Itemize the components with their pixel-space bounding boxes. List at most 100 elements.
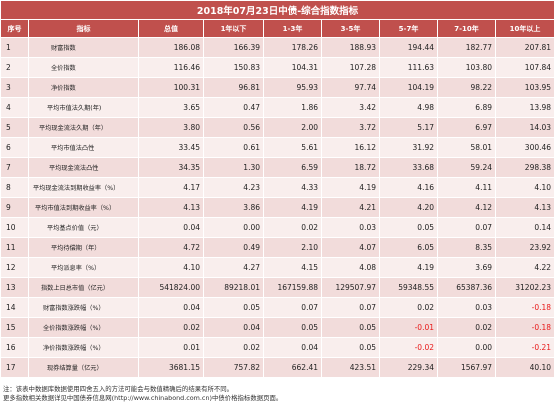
indicator-value: 182.77 — [437, 37, 496, 58]
row-number: 12 — [0, 257, 29, 278]
table-row: 14 财富指数涨跌幅（%） 0.04 0.05 0.07 0.07 0.02 0.03 -0.1… — [0, 297, 554, 318]
col-header: 1-3年 — [263, 19, 322, 38]
indicator-value: 5.61 — [263, 137, 322, 158]
col-header: 7-10年 — [437, 19, 496, 38]
indicator-name: 平均现金流法到期收益率（%） — [28, 177, 139, 198]
indicator-value: 4.07 — [321, 237, 380, 258]
table-row: 9 平均市值法到期收益率（%） 4.13 3.86 4.19 4.21 4.20 4.12 4.… — [0, 197, 554, 218]
indicator-value: 1567.97 — [437, 357, 496, 378]
row-number: 5 — [0, 117, 29, 138]
table-row: 6 平均市值法凸性 33.45 0.61 5.61 16.12 31.92 58.01 300.… — [0, 137, 554, 158]
indicator-value: 0.01 — [138, 337, 204, 358]
indicator-value: -0.18 — [494, 297, 554, 318]
indicator-value: 6.59 — [263, 157, 322, 178]
indicator-value: 300.46 — [494, 137, 554, 158]
table-row: 3 净价指数 100.31 96.81 95.93 97.74 104.19 98.22 103… — [0, 77, 554, 98]
indicator-value: 4.17 — [138, 177, 204, 198]
table-row: 2 全价指数 116.46 150.83 104.31 107.28 111.63 103.8… — [0, 57, 554, 78]
indicator-value: 8.35 — [437, 237, 496, 258]
indicator-value: 186.08 — [138, 37, 204, 58]
indicator-value: 4.22 — [494, 257, 554, 278]
table-row: 7 平均现金流法凸性 34.35 1.30 6.59 18.72 33.68 59.24 298… — [0, 157, 554, 178]
indicator-value: -0.01 — [379, 317, 438, 338]
table-title: 2018年07月23日中债-综合指数指标 — [0, 0, 554, 20]
table-row: 15 全价指数涨跌幅（%） 0.02 0.04 0.05 0.05 -0.01 0.02 -0.… — [0, 317, 554, 338]
indicator-value: 0.05 — [203, 297, 264, 318]
table-row: 11 平均待偿期（年） 4.72 0.49 2.10 4.07 6.05 8.35 23.92 — [0, 237, 554, 258]
table-row: 12 平均派息率（%） 4.10 4.27 4.15 4.08 4.19 3.69 4.22 — [0, 257, 554, 278]
indicator-value: 89218.01 — [203, 277, 264, 298]
indicator-name: 平均基点价值（元） — [28, 217, 139, 238]
indicator-value: 3.80 — [138, 117, 204, 138]
row-number: 15 — [0, 317, 29, 338]
indicator-value: 0.47 — [203, 97, 264, 118]
indicator-value: 0.02 — [437, 317, 496, 338]
indicator-value: 59348.55 — [379, 277, 438, 298]
row-number: 16 — [0, 337, 29, 358]
row-number: 3 — [0, 77, 29, 98]
indicator-value: 31.92 — [379, 137, 438, 158]
table-row: 16 净价指数涨跌幅（%） 0.01 0.02 0.04 0.05 -0.02 0.00 -0.… — [0, 337, 554, 358]
table-row: 5 平均现金流法久期（年） 3.80 0.56 2.00 3.72 5.17 6.97 14.0… — [0, 117, 554, 138]
row-number: 17 — [0, 357, 29, 378]
indicator-value: 0.05 — [379, 217, 438, 238]
indicator-value: 4.11 — [437, 177, 496, 198]
indicator-value: 423.51 — [321, 357, 380, 378]
indicator-value: 13.98 — [494, 97, 554, 118]
indicator-value: 0.03 — [437, 297, 496, 318]
indicator-value: 0.56 — [203, 117, 264, 138]
indicator-value: 6.05 — [379, 237, 438, 258]
indicator-value: 0.05 — [321, 317, 380, 338]
indicator-value: 4.08 — [321, 257, 380, 278]
indicator-value: 0.14 — [494, 217, 554, 238]
indicator-name: 净价指数涨跌幅（%） — [28, 337, 139, 358]
indicator-value: 96.81 — [203, 77, 264, 98]
indicator-value: 5.17 — [379, 117, 438, 138]
indicator-value: 4.19 — [263, 197, 322, 218]
indicator-name: 全价指数涨跌幅（%） — [28, 317, 139, 338]
indicator-value: 18.72 — [321, 157, 380, 178]
indicator-value: 103.80 — [437, 57, 496, 78]
indicator-value: 3.42 — [321, 97, 380, 118]
indicator-value: 4.13 — [138, 197, 204, 218]
col-header: 指标 — [28, 19, 139, 38]
indicator-table: 2018年07月23日中债-综合指数指标 序号 指标 总值 1年以下 1-3年 … — [0, 0, 554, 378]
indicator-value: -0.18 — [494, 317, 554, 338]
indicator-value: 541824.00 — [138, 277, 204, 298]
indicator-value: 166.39 — [203, 37, 264, 58]
indicator-value: 3.69 — [437, 257, 496, 278]
row-number: 9 — [0, 197, 29, 218]
indicator-value: 34.35 — [138, 157, 204, 178]
indicator-value: 14.03 — [494, 117, 554, 138]
indicator-name: 平均现金流法久期（年） — [28, 117, 139, 138]
indicator-value: 33.68 — [379, 157, 438, 178]
row-number: 7 — [0, 157, 29, 178]
indicator-value: 662.41 — [263, 357, 322, 378]
col-header: 序号 — [0, 19, 29, 38]
footnotes: 注：该表中数据库数据使用四舍五入的方法可能会与数值精确后的结果有所不同。 更多指… — [3, 385, 282, 403]
indicator-value: 0.02 — [379, 297, 438, 318]
indicator-value: 0.02 — [203, 337, 264, 358]
row-number: 13 — [0, 277, 29, 298]
indicator-name: 现券结算量（亿元） — [28, 357, 139, 378]
row-number: 1 — [0, 37, 29, 58]
table-row: 10 平均基点价值（元） 0.04 0.00 0.02 0.03 0.05 0.07 0.14 — [0, 217, 554, 238]
indicator-value: 59.24 — [437, 157, 496, 178]
indicator-name: 平均市值法久期(年) — [28, 97, 139, 118]
indicator-value: 0.07 — [437, 217, 496, 238]
indicator-value: 107.84 — [494, 57, 554, 78]
indicator-value: 3.65 — [138, 97, 204, 118]
indicator-value: 0.07 — [263, 297, 322, 318]
indicator-value: 0.05 — [321, 337, 380, 358]
indicator-value: 0.02 — [263, 217, 322, 238]
indicator-value: 207.81 — [494, 37, 554, 58]
indicator-value: 31202.23 — [494, 277, 554, 298]
indicator-value: 4.16 — [379, 177, 438, 198]
indicator-value: 4.98 — [379, 97, 438, 118]
indicator-value: 6.89 — [437, 97, 496, 118]
table-row: 4 平均市值法久期(年) 3.65 0.47 1.86 3.42 4.98 6.89 13.98 — [0, 97, 554, 118]
indicator-value: 167159.88 — [263, 277, 322, 298]
indicator-value: 4.27 — [203, 257, 264, 278]
indicator-name: 平均待偿期（年） — [28, 237, 139, 258]
col-header: 总值 — [138, 19, 204, 38]
